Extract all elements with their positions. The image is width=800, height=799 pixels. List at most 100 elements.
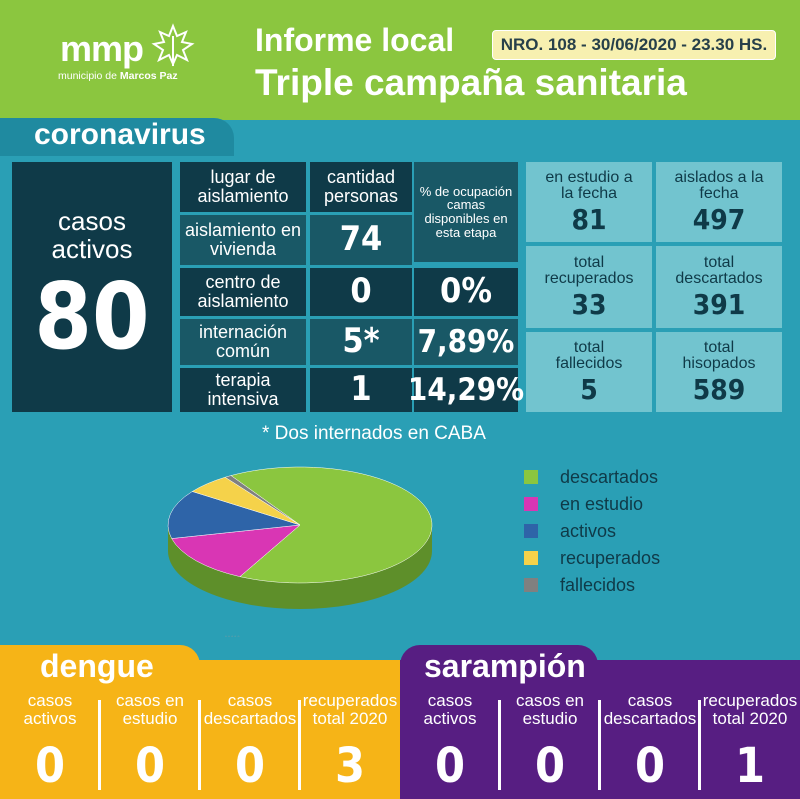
dengue-cell-label: casos activos	[23, 691, 77, 728]
row-cantidad-terapia: 1	[310, 368, 412, 412]
leaf-icon	[151, 23, 195, 67]
coronavirus-tab	[0, 118, 234, 156]
legend-label: fallecidos	[560, 574, 636, 595]
dengue-cell-label: casos en estudio	[115, 691, 185, 728]
stat-label: total fallecidos	[555, 338, 623, 373]
row-cantidad-vivienda: 74	[310, 215, 412, 265]
header-cantidad: cantidad personas	[310, 162, 412, 212]
row-cantidad-centro: 0	[310, 268, 412, 316]
logo-subtitle: municipio de Marcos Paz	[58, 70, 178, 82]
sarampion-cell-label: casos activos	[423, 691, 477, 728]
legend-label: recuperados	[560, 547, 661, 568]
stat-hisopados: total hisopados 589	[656, 332, 782, 412]
stat-recuperados: total recuperados 33	[526, 246, 652, 328]
dengue-cell-label: casos descartados	[203, 691, 297, 728]
row-lugar-centro: centro de aislamiento	[180, 268, 306, 316]
logo-sub-name: Marcos Paz	[119, 70, 178, 82]
header-lugar: lugar de aislamiento	[180, 162, 306, 212]
dengue-cell: casos activos 0	[0, 690, 100, 799]
legend-item: activos	[524, 520, 616, 542]
sarampion-cell-value: 0	[534, 738, 566, 794]
sarampion-cell-value: 0	[634, 738, 666, 794]
legend-swatch	[524, 551, 538, 565]
legend-item: fallecidos	[524, 574, 635, 596]
stat-value: 497	[692, 203, 746, 237]
row-pct-terapia: 14,29%	[408, 368, 524, 412]
stat-value: 391	[692, 288, 746, 322]
stat-label: total recuperados	[544, 253, 634, 288]
stat-value: 5	[580, 373, 598, 407]
sarampion-cell-value: 1	[734, 738, 766, 794]
dengue-cell: casos en estudio 0	[100, 690, 200, 799]
stat-value: 81	[571, 203, 607, 237]
divider	[298, 700, 301, 790]
stat-aislados: aislados a la fecha 497	[656, 162, 782, 242]
divider	[598, 700, 601, 790]
sarampion-cell: casos descartados 0	[600, 690, 700, 799]
legend-item: recuperados	[524, 547, 660, 569]
casos-activos-value: 80	[34, 263, 150, 370]
report-subtitle: Triple campaña sanitaria	[255, 62, 687, 103]
dengue-cell-value: 0	[234, 738, 266, 794]
sarampion-cell: casos en estudio 0	[500, 690, 600, 799]
pie-mini-legend: ▫ ▫ ▫ ▫ ▫	[225, 634, 240, 640]
row-lugar-vivienda: aislamiento en vivienda	[180, 215, 306, 265]
stat-label: aislados a la fecha	[674, 168, 764, 203]
dengue-cell-value: 0	[34, 738, 66, 794]
pie-slice-en-estudio	[171, 524, 301, 577]
dengue-cell-value: 0	[134, 738, 166, 794]
legend-item: descartados	[524, 466, 658, 488]
dengue-cell-value: 3	[334, 738, 366, 794]
dengue-title: dengue	[40, 648, 154, 684]
header-ocupacion: % de ocupación camas disponibles en esta…	[414, 162, 518, 262]
divider	[498, 700, 501, 790]
stat-value: 589	[692, 373, 746, 407]
stat-descartados: total descartados 391	[656, 246, 782, 328]
sarampion-cell-label: casos descartados	[603, 691, 697, 728]
report-id-badge: NRO. 108 - 30/06/2020 - 23.30 HS.	[492, 30, 776, 60]
coronavirus-title: coronavirus	[34, 118, 206, 151]
casos-activos-box: casos activos 80	[12, 162, 172, 412]
legend-swatch	[524, 524, 538, 538]
pie-slice-fallecidos	[224, 475, 301, 526]
sarampion-cell: casos activos 0	[400, 690, 500, 799]
logo-sub-prefix: municipio de	[58, 70, 117, 82]
pie-slice-activos	[167, 491, 301, 539]
sarampion-cell: recuperados total 2020 1	[700, 690, 800, 799]
pie-chart	[167, 466, 433, 609]
footnote: * Dos internados en CABA	[262, 423, 486, 444]
sarampion-title: sarampión	[424, 648, 586, 684]
sarampion-cell-value: 0	[434, 738, 466, 794]
casos-activos-label: casos activos	[51, 206, 133, 264]
sarampion-cell-label: recuperados total 2020	[702, 691, 798, 728]
logo: mmp	[60, 28, 144, 69]
legend-item: en estudio	[524, 493, 643, 515]
row-lugar-terapia: terapia intensiva	[180, 368, 306, 412]
legend-label: descartados	[560, 466, 659, 487]
divider	[198, 700, 201, 790]
dengue-cell-label: recuperados total 2020	[302, 691, 398, 728]
legend-label: en estudio	[560, 493, 644, 514]
divider	[698, 700, 701, 790]
stat-en-estudio: en estudio a la fecha 81	[526, 162, 652, 242]
divider	[98, 700, 101, 790]
legend-label: activos	[560, 520, 617, 541]
pie-slice-descartados	[230, 466, 433, 584]
stat-label: total hisopados	[682, 338, 756, 373]
legend-swatch	[524, 497, 538, 511]
row-pct-internacion: 7,89%	[414, 319, 518, 365]
stat-fallecidos: total fallecidos 5	[526, 332, 652, 412]
row-pct-centro: 0%	[414, 268, 518, 316]
sarampion-cell-label: casos en estudio	[515, 691, 585, 728]
stat-value: 33	[571, 288, 607, 322]
stat-label: total descartados	[675, 253, 763, 288]
legend-swatch	[524, 470, 538, 484]
stat-label: en estudio a la fecha	[545, 168, 633, 203]
row-lugar-internacion: internación común	[180, 319, 306, 365]
report-title: Informe local	[255, 22, 455, 58]
row-cantidad-internacion: 5*	[310, 319, 412, 365]
dengue-cell: casos descartados 0	[200, 690, 300, 799]
header-bar	[0, 0, 800, 120]
dengue-cell: recuperados total 2020 3	[300, 690, 400, 799]
legend-swatch	[524, 578, 538, 592]
